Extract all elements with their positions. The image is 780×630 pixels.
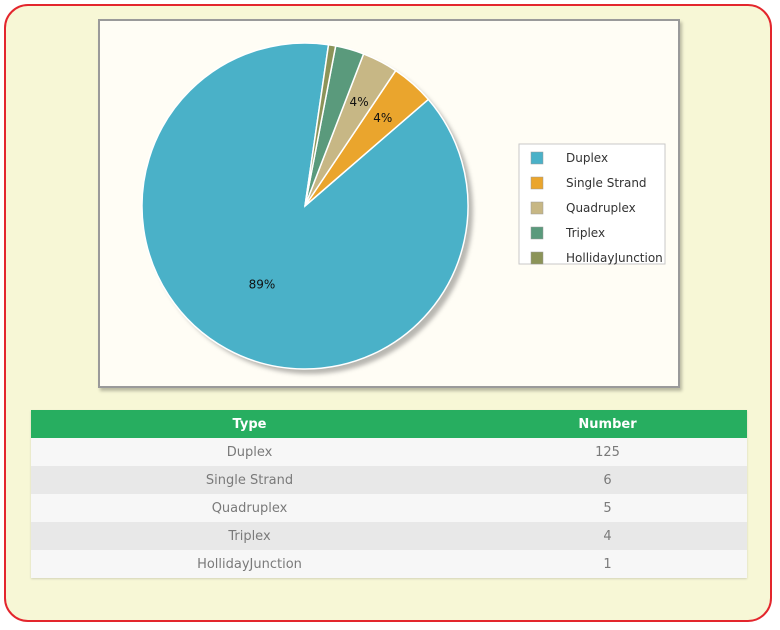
table-row: Duplex 125 [31, 438, 747, 466]
pie-data-labels: 89% 4% 4% [249, 95, 393, 292]
cell-type: Duplex [31, 438, 468, 466]
legend-label[interactable]: Triplex [565, 226, 605, 240]
legend-swatch [530, 176, 544, 190]
data-label-quadruplex: 4% [350, 95, 369, 109]
cell-number: 1 [468, 550, 747, 578]
legend: Duplex Single Strand Quadruplex Triplex Holl… [518, 143, 666, 265]
legend-label[interactable]: HollidayJunction [566, 251, 663, 265]
cell-type: Single Strand [31, 466, 468, 494]
legend-label[interactable]: Quadruplex [566, 201, 636, 215]
cell-type: Quadruplex [31, 494, 468, 522]
cell-number: 125 [468, 438, 747, 466]
table-row: Quadruplex 5 [31, 494, 747, 522]
legend-swatch [530, 251, 544, 265]
cell-number: 5 [468, 494, 747, 522]
table-header-row: Type Number [31, 410, 747, 438]
data-table: Type Number Duplex 125 Single Strand 6 Q… [31, 410, 747, 578]
pie-slices [141, 42, 469, 370]
data-label-single-strand: 4% [373, 111, 392, 125]
cell-type: HollidayJunction [31, 550, 468, 578]
pie-chart: 89% 4% 4% Duplex Single Strand Quadruplex Tri… [141, 42, 666, 374]
legend-swatch [530, 151, 544, 165]
table-row: Triplex 4 [31, 522, 747, 550]
cell-number: 4 [468, 522, 747, 550]
column-header-number: Number [468, 410, 747, 438]
pie-chart-container: 89% 4% 4% Duplex Single Strand Quadruplex Tri… [98, 19, 680, 388]
legend-label[interactable]: Single Strand [566, 176, 647, 190]
data-label-duplex: 89% [249, 278, 276, 292]
table-row: Single Strand 6 [31, 466, 747, 494]
table-row: HollidayJunction 1 [31, 550, 747, 578]
legend-label[interactable]: Duplex [566, 151, 608, 165]
cell-type: Triplex [31, 522, 468, 550]
legend-swatch [530, 201, 544, 215]
legend-swatch [530, 226, 544, 240]
pie-slice-hollidayjunction[interactable] [304, 43, 337, 207]
cell-number: 6 [468, 466, 747, 494]
column-header-type: Type [31, 410, 468, 438]
